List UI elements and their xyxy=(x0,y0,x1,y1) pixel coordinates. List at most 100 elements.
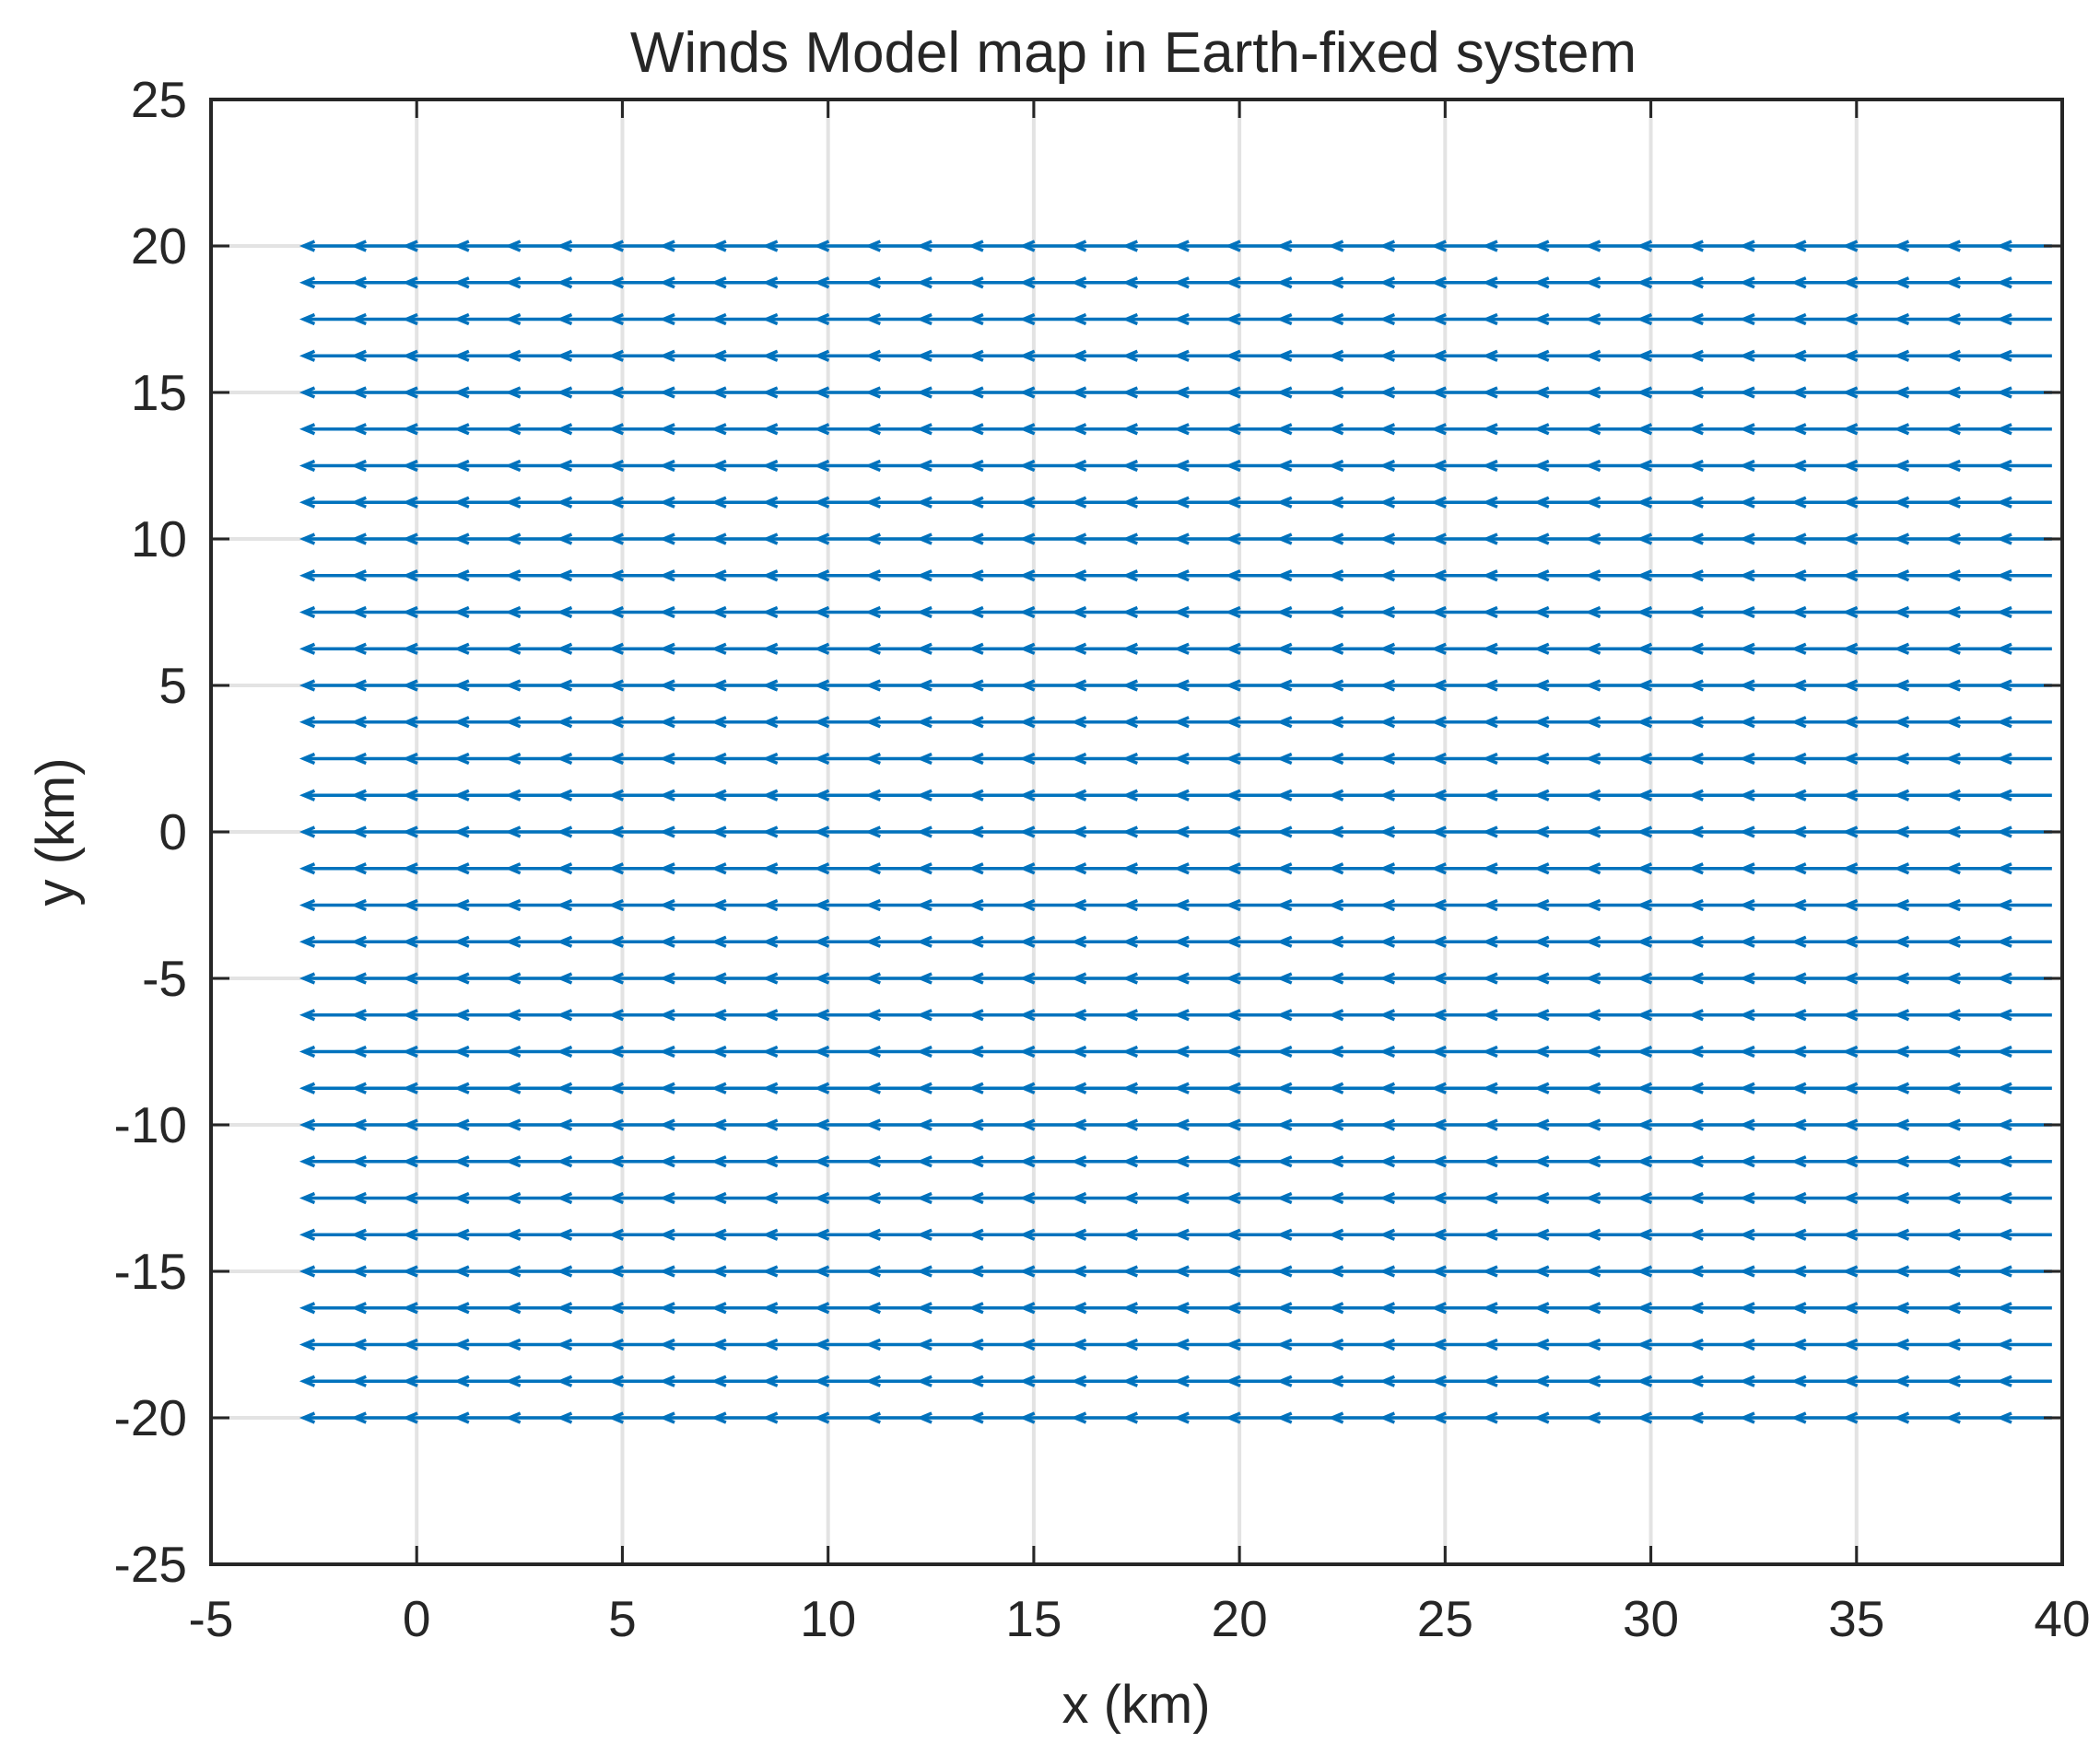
wind-arrow-head xyxy=(1225,679,1241,692)
wind-arrow-head xyxy=(1636,240,1653,252)
wind-arrow-head xyxy=(968,276,984,289)
wind-arrow-head xyxy=(1944,935,1961,948)
wind-arrow-head xyxy=(1842,752,1859,766)
wind-arrow-head xyxy=(1636,1228,1653,1241)
wind-arrow-head xyxy=(1225,532,1241,545)
wind-arrow-head xyxy=(1533,1302,1550,1315)
wind-arrow-head xyxy=(1533,716,1550,729)
wind-arrow-head xyxy=(1893,935,1910,948)
wind-arrow-head xyxy=(1944,642,1961,655)
wind-arrow-head xyxy=(1842,1045,1859,1059)
wind-arrow-head xyxy=(916,349,933,362)
wind-arrow-head xyxy=(1276,1045,1293,1059)
wind-arrow-head xyxy=(1842,423,1859,436)
wind-arrow-head xyxy=(1378,240,1396,252)
wind-arrow-head xyxy=(1430,240,1447,252)
wind-arrow-head xyxy=(505,276,522,289)
wind-arrow-head xyxy=(1328,459,1344,473)
wind-arrow-head xyxy=(659,1265,675,1278)
wind-arrow-head xyxy=(1482,1338,1498,1351)
wind-arrow-head xyxy=(350,1118,367,1131)
wind-arrow-head xyxy=(350,386,367,399)
wind-arrow-head xyxy=(1790,1082,1807,1094)
wind-arrow-head xyxy=(659,423,675,436)
wind-arrow-head xyxy=(607,459,624,473)
wind-arrow-head xyxy=(813,1411,830,1424)
wind-arrow-head xyxy=(710,312,727,326)
wind-arrow-head xyxy=(1276,1009,1293,1022)
wind-arrow-head xyxy=(1019,386,1036,399)
wind-arrow-head xyxy=(710,1375,727,1387)
wind-arrow-head xyxy=(1328,935,1344,948)
quiver-row xyxy=(299,935,2052,948)
wind-arrow-head xyxy=(1276,349,1293,362)
wind-arrow-head xyxy=(916,1265,933,1278)
wind-arrow-head xyxy=(402,1228,418,1241)
wind-arrow-head xyxy=(1996,605,2012,619)
wind-arrow-head xyxy=(1790,1155,1807,1168)
y-tick-label: -25 xyxy=(114,1536,188,1593)
wind-arrow-head xyxy=(350,605,367,619)
wind-arrow-head xyxy=(299,386,316,399)
x-tick-label: 40 xyxy=(2034,1590,2090,1647)
wind-arrow-head xyxy=(813,1338,830,1351)
wind-arrow-head xyxy=(916,1302,933,1315)
wind-arrow-head xyxy=(1842,862,1859,875)
wind-arrow-head xyxy=(762,240,779,252)
wind-arrow-head xyxy=(1739,1302,1755,1315)
wind-arrow-head xyxy=(1482,642,1498,655)
wind-arrow-head xyxy=(762,496,779,509)
wind-arrow-head xyxy=(710,679,727,692)
wind-arrow-head xyxy=(1944,1009,1961,1022)
wind-arrow-head xyxy=(710,605,727,619)
wind-arrow-head xyxy=(916,423,933,436)
wind-arrow-head xyxy=(864,1411,881,1424)
wind-arrow-head xyxy=(813,1118,830,1131)
wind-arrow-head xyxy=(1636,716,1653,729)
wind-arrow-head xyxy=(1636,1009,1653,1022)
wind-arrow-head xyxy=(1070,605,1087,619)
wind-arrow-head xyxy=(710,789,727,801)
wind-arrow-head xyxy=(1533,496,1550,509)
wind-arrow-head xyxy=(1173,862,1190,875)
wind-arrow-head xyxy=(1533,1265,1550,1278)
wind-arrow-head xyxy=(556,1375,573,1387)
wind-arrow-head xyxy=(1328,1375,1344,1387)
wind-arrow-head xyxy=(1276,605,1293,619)
wind-arrow-head xyxy=(556,825,573,838)
wind-arrow-head xyxy=(350,679,367,692)
wind-arrow-head xyxy=(1173,605,1190,619)
wind-arrow-head xyxy=(556,679,573,692)
wind-arrow-head xyxy=(1585,716,1601,729)
wind-arrow-head xyxy=(453,898,470,912)
wind-arrow-head xyxy=(453,752,470,766)
wind-arrow-head xyxy=(1842,569,1859,582)
wind-arrow-head xyxy=(1378,1082,1396,1094)
quiver-row xyxy=(299,532,2052,545)
wind-arrow-head xyxy=(968,642,984,655)
wind-arrow-head xyxy=(556,312,573,326)
quiver-row xyxy=(299,1265,2052,1278)
wind-arrow-head xyxy=(659,679,675,692)
wind-arrow-head xyxy=(1482,862,1498,875)
wind-arrow-head xyxy=(1173,789,1190,801)
wind-arrow-head xyxy=(762,349,779,362)
wind-arrow-head xyxy=(1276,972,1293,985)
quiver-row xyxy=(299,898,2052,912)
wind-arrow-head xyxy=(659,569,675,582)
wind-arrow-head xyxy=(453,532,470,545)
wind-arrow-head xyxy=(864,642,881,655)
wind-arrow-head xyxy=(1070,423,1087,436)
wind-arrow-head xyxy=(1636,825,1653,838)
quiver-row xyxy=(299,1411,2052,1424)
wind-arrow-head xyxy=(1790,1375,1807,1387)
wind-arrow-head xyxy=(659,1009,675,1022)
wind-arrow-head xyxy=(1739,276,1755,289)
wind-arrow-head xyxy=(1430,349,1447,362)
wind-arrow-head xyxy=(1944,312,1961,326)
wind-arrow-head xyxy=(1739,1009,1755,1022)
wind-arrow-head xyxy=(1173,240,1190,252)
wind-arrow-head xyxy=(916,459,933,473)
wind-arrow-head xyxy=(1790,1118,1807,1131)
wind-arrow-head xyxy=(1585,1118,1601,1131)
